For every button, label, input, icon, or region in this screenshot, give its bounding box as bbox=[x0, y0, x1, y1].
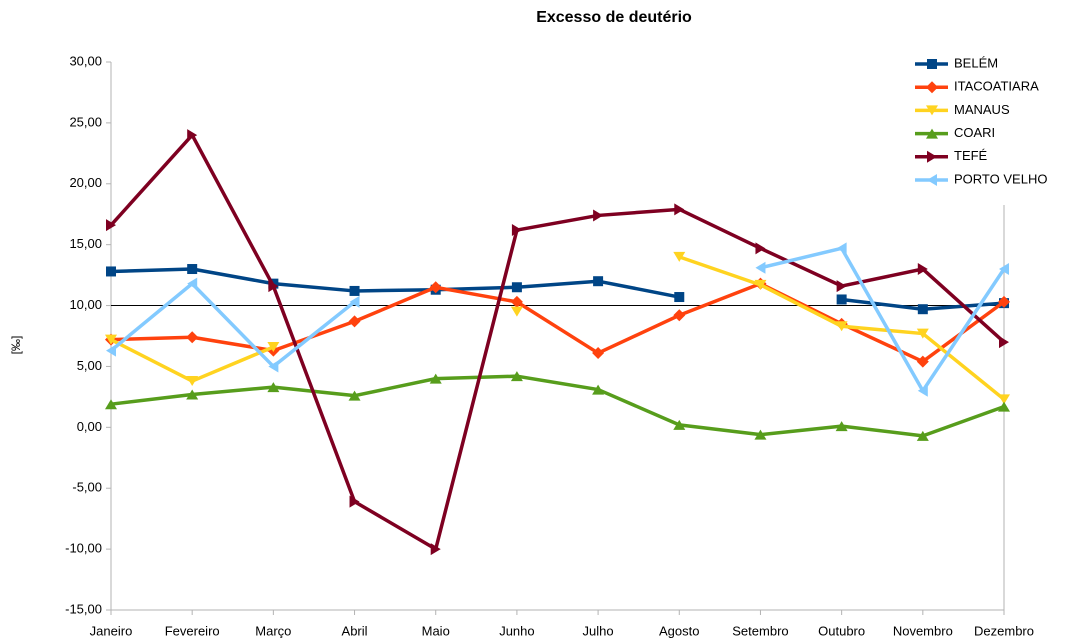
y-tick-label: 5,00 bbox=[77, 358, 102, 373]
point-marker bbox=[998, 394, 1010, 405]
x-tick-label: Dezembro bbox=[974, 623, 1034, 638]
x-tick-label: Outubro bbox=[818, 623, 865, 638]
point-marker bbox=[593, 209, 604, 222]
x-tick-label: Janeiro bbox=[90, 623, 133, 638]
point-marker bbox=[999, 336, 1009, 349]
x-tick-label: Maio bbox=[422, 623, 450, 638]
point-marker bbox=[187, 264, 198, 275]
point-marker bbox=[106, 266, 116, 277]
point-marker bbox=[349, 495, 360, 508]
y-tick-label: 0,00 bbox=[77, 419, 102, 434]
point-marker bbox=[754, 429, 767, 440]
point-marker bbox=[349, 295, 360, 308]
point-marker bbox=[916, 430, 929, 441]
y-tick-label: 30,00 bbox=[69, 53, 102, 68]
legend-marker bbox=[926, 128, 938, 139]
point-marker bbox=[349, 285, 360, 296]
point-marker bbox=[268, 280, 279, 293]
point-marker bbox=[267, 341, 280, 352]
y-tick-label: -10,00 bbox=[65, 541, 102, 556]
point-marker bbox=[186, 331, 199, 344]
legend-label: TEFÉ bbox=[954, 148, 988, 163]
x-tick-label: Fevereiro bbox=[165, 623, 220, 638]
x-tick-label: Julho bbox=[583, 623, 614, 638]
series-line bbox=[110, 281, 1006, 364]
point-marker bbox=[348, 390, 361, 401]
point-marker bbox=[267, 382, 280, 393]
point-marker bbox=[836, 242, 847, 255]
y-tick-label: 10,00 bbox=[69, 297, 102, 312]
point-marker bbox=[429, 281, 442, 294]
y-tick-label: 25,00 bbox=[69, 114, 102, 129]
point-marker bbox=[510, 306, 523, 317]
point-marker bbox=[105, 334, 117, 345]
point-marker bbox=[674, 203, 685, 216]
series-line bbox=[109, 246, 1006, 393]
y-tick-label: -15,00 bbox=[65, 601, 102, 616]
legend-marker bbox=[926, 105, 938, 116]
point-marker bbox=[510, 295, 523, 308]
point-marker bbox=[511, 282, 522, 293]
point-marker bbox=[836, 280, 847, 293]
x-tick-label: Novembro bbox=[893, 623, 953, 638]
point-marker bbox=[592, 347, 605, 360]
point-marker bbox=[592, 384, 605, 395]
legend-marker bbox=[927, 59, 937, 69]
point-marker bbox=[430, 543, 441, 556]
x-tick-label: Março bbox=[255, 623, 291, 638]
point-marker bbox=[673, 419, 686, 430]
point-marker bbox=[835, 321, 848, 332]
point-marker bbox=[268, 360, 279, 373]
legend-marker bbox=[927, 150, 937, 163]
legend-marker bbox=[926, 81, 938, 94]
y-tick-label: 20,00 bbox=[69, 175, 102, 190]
point-marker bbox=[187, 129, 198, 142]
point-marker bbox=[755, 242, 766, 255]
point-marker bbox=[999, 263, 1009, 276]
chart-title: Excesso de deutério bbox=[536, 9, 692, 26]
point-marker bbox=[755, 261, 766, 274]
point-marker bbox=[835, 421, 848, 432]
point-marker bbox=[429, 373, 442, 384]
point-marker bbox=[674, 292, 685, 303]
point-marker bbox=[186, 389, 199, 400]
legend-label: BELÉM bbox=[954, 55, 998, 70]
y-tick-label: -5,00 bbox=[72, 480, 102, 495]
point-marker bbox=[673, 309, 686, 322]
legend-marker bbox=[927, 174, 937, 186]
point-marker bbox=[917, 263, 928, 276]
legend-label: COARI bbox=[954, 125, 995, 140]
point-marker bbox=[998, 295, 1010, 308]
point-marker bbox=[916, 328, 929, 339]
legend-label: ITACOATIARA bbox=[954, 79, 1039, 94]
x-tick-label: Setembro bbox=[732, 623, 788, 638]
x-tick-label: Abril bbox=[342, 623, 368, 638]
legend-label: MANAUS bbox=[954, 102, 1010, 117]
point-marker bbox=[105, 399, 117, 410]
series-line bbox=[110, 374, 1005, 438]
point-marker bbox=[917, 304, 928, 315]
point-marker bbox=[593, 276, 604, 287]
y-axis-label: [‰] bbox=[9, 336, 23, 355]
point-marker bbox=[187, 277, 198, 290]
point-marker bbox=[106, 219, 116, 232]
point-marker bbox=[510, 371, 523, 382]
legend-label: PORTO VELHO bbox=[954, 171, 1047, 186]
point-marker bbox=[511, 224, 522, 237]
series-line bbox=[109, 133, 1006, 551]
x-tick-label: Agosto bbox=[659, 623, 699, 638]
point-marker bbox=[916, 355, 929, 368]
point-marker bbox=[348, 315, 361, 328]
point-marker bbox=[673, 251, 686, 262]
point-marker bbox=[106, 344, 116, 357]
point-marker bbox=[186, 376, 199, 387]
y-tick-label: 15,00 bbox=[69, 236, 102, 251]
x-tick-label: Junho bbox=[499, 623, 534, 638]
point-marker bbox=[836, 294, 847, 305]
point-marker bbox=[917, 384, 928, 397]
point-marker bbox=[754, 279, 767, 290]
series-line bbox=[110, 267, 1005, 311]
point-marker bbox=[998, 401, 1010, 412]
